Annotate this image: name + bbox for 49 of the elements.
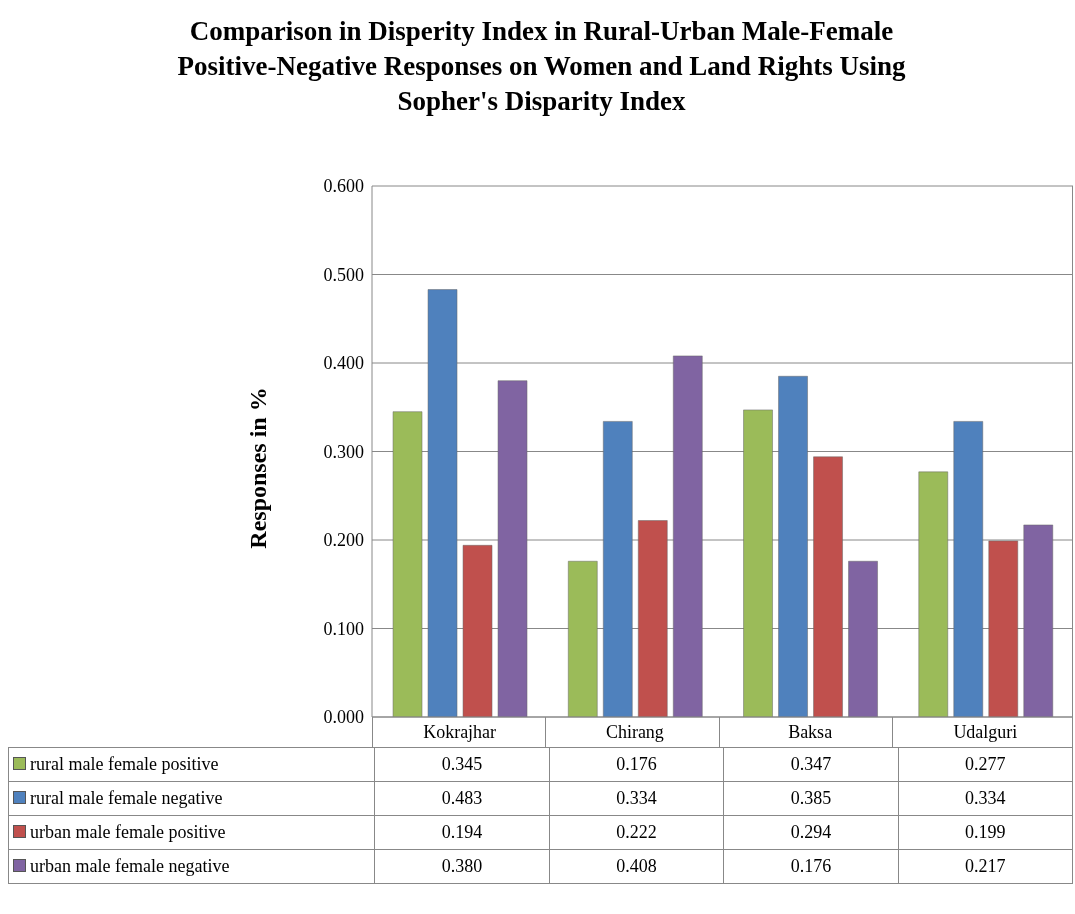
x-tick-label: Baksa bbox=[788, 721, 833, 742]
bar bbox=[392, 411, 423, 717]
bar bbox=[953, 421, 984, 717]
y-tick-label: 0.000 bbox=[323, 707, 364, 728]
data-label: 0.408 bbox=[549, 849, 724, 884]
bar bbox=[848, 560, 878, 717]
data-label: 0.385 bbox=[723, 781, 899, 816]
y-tick-label: 0.100 bbox=[323, 618, 364, 639]
legend-label: rural male female negative bbox=[8, 781, 375, 816]
x-tick-label: Chirang bbox=[605, 721, 664, 742]
data-label: 0.380 bbox=[374, 849, 550, 884]
data-label: 0.345 bbox=[374, 747, 550, 782]
bar bbox=[778, 376, 808, 717]
y-tick-label: 0.300 bbox=[323, 441, 364, 462]
y-tick-label: 0.500 bbox=[323, 264, 364, 285]
bar bbox=[1023, 524, 1054, 717]
data-label: 0.294 bbox=[723, 815, 899, 850]
data-label: 0.347 bbox=[723, 747, 899, 782]
data-label: 0.277 bbox=[898, 747, 1073, 782]
bar bbox=[568, 560, 598, 717]
data-label: 0.176 bbox=[723, 849, 899, 884]
y-tick-label: 0.400 bbox=[323, 353, 364, 374]
bar bbox=[497, 380, 528, 717]
y-tick-label: 0.200 bbox=[323, 530, 364, 551]
bar bbox=[638, 520, 668, 717]
data-label: 0.334 bbox=[898, 781, 1073, 816]
bar bbox=[988, 540, 1019, 717]
legend-label: urban male female positive bbox=[8, 815, 375, 850]
x-tick-label: Kokrajhar bbox=[423, 721, 497, 742]
y-axis-title: Responses in % bbox=[244, 387, 272, 549]
data-label: 0.483 bbox=[374, 781, 550, 816]
bar bbox=[813, 456, 843, 717]
chart-title: Comparison in Disperity Index in Rural-Urban Male-Female Positive-Negative Responses on Women and Land Rights Using Sopher's Disparity Index bbox=[176, 15, 907, 118]
legend-label: rural male female positive bbox=[8, 747, 375, 782]
x-tick-label: Udalguri bbox=[953, 721, 1018, 742]
data-label: 0.222 bbox=[549, 815, 724, 850]
data-label: 0.199 bbox=[898, 815, 1073, 850]
data-label: 0.176 bbox=[549, 747, 724, 782]
y-tick-label: 0.600 bbox=[323, 176, 364, 197]
legend-label: urban male female negative bbox=[8, 849, 375, 884]
data-label: 0.217 bbox=[898, 849, 1073, 884]
data-label: 0.334 bbox=[549, 781, 724, 816]
bar bbox=[603, 421, 633, 717]
bar bbox=[743, 409, 773, 717]
bar bbox=[673, 355, 703, 717]
bar bbox=[427, 289, 458, 717]
data-label: 0.194 bbox=[374, 815, 550, 850]
bar bbox=[462, 545, 493, 717]
bar bbox=[918, 471, 949, 717]
